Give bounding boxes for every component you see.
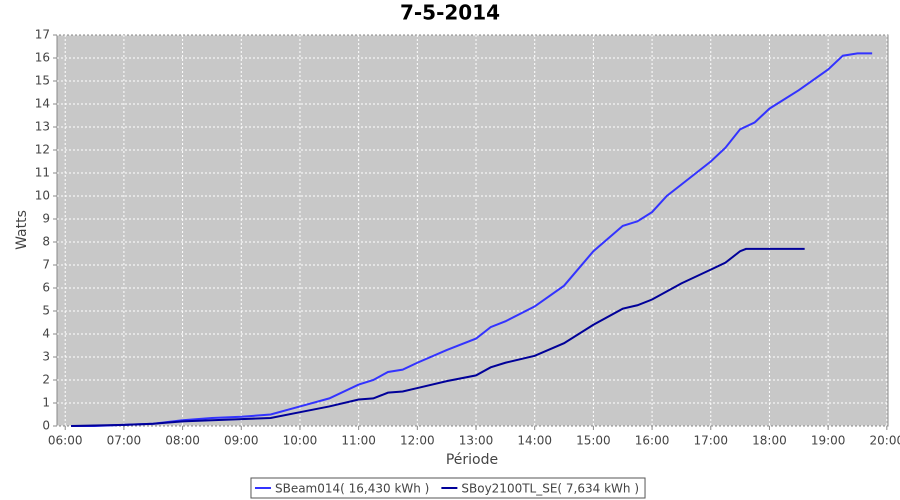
chart-title: 7-5-2014 bbox=[400, 1, 500, 25]
y-tick-label: 17 bbox=[35, 28, 50, 42]
x-tick-label: 17:00 bbox=[693, 434, 728, 448]
x-tick-label: 07:00 bbox=[107, 434, 142, 448]
legend: SBeam014( 16,430 kWh ) SBoy2100TL_SE( 7,6… bbox=[250, 477, 646, 499]
y-tick-label: 16 bbox=[35, 51, 50, 65]
x-tick-label: 15:00 bbox=[576, 434, 611, 448]
x-tick-label: 19:00 bbox=[811, 434, 846, 448]
x-tick-label: 20:00 bbox=[870, 434, 900, 448]
series-line bbox=[71, 52, 873, 427]
x-tick-label: 16:00 bbox=[635, 434, 670, 448]
y-tick-label: 7 bbox=[42, 258, 50, 272]
x-tick-label: 14:00 bbox=[517, 434, 552, 448]
x-axis-label: Période bbox=[446, 452, 498, 468]
x-tick-label: 09:00 bbox=[224, 434, 259, 448]
y-tick-label: 8 bbox=[42, 235, 50, 249]
x-tick-label: 11:00 bbox=[341, 434, 376, 448]
y-tick-label: 5 bbox=[42, 304, 50, 318]
x-tick-label: 18:00 bbox=[752, 434, 787, 448]
x-tick-label: 06:00 bbox=[48, 434, 83, 448]
y-tick-label: 3 bbox=[42, 350, 50, 364]
y-axis-label: Watts bbox=[14, 210, 30, 250]
y-tick-label: 11 bbox=[35, 166, 50, 180]
x-tick-label: 10:00 bbox=[283, 434, 318, 448]
x-tick-label: 12:00 bbox=[400, 434, 435, 448]
legend-label: SBeam014( 16,430 kWh ) bbox=[275, 482, 429, 496]
y-tick-label: 13 bbox=[35, 120, 50, 134]
y-tick-label: 10 bbox=[35, 189, 50, 203]
y-tick-label: 1 bbox=[42, 396, 50, 410]
y-tick-label: 6 bbox=[42, 281, 50, 295]
plot-area bbox=[56, 34, 889, 427]
legend-label: SBoy2100TL_SE( 7,634 kWh ) bbox=[461, 482, 639, 496]
y-tick-label: 15 bbox=[35, 74, 50, 88]
y-tick-label: 0 bbox=[42, 419, 50, 433]
x-tick-label: 13:00 bbox=[459, 434, 494, 448]
y-tick-label: 14 bbox=[35, 97, 50, 111]
series-line bbox=[71, 247, 805, 427]
y-tick-label: 4 bbox=[42, 327, 50, 341]
y-tick-label: 12 bbox=[35, 143, 50, 157]
y-tick-label: 9 bbox=[42, 212, 50, 226]
x-tick-label: 08:00 bbox=[165, 434, 200, 448]
y-tick-label: 2 bbox=[42, 373, 50, 387]
